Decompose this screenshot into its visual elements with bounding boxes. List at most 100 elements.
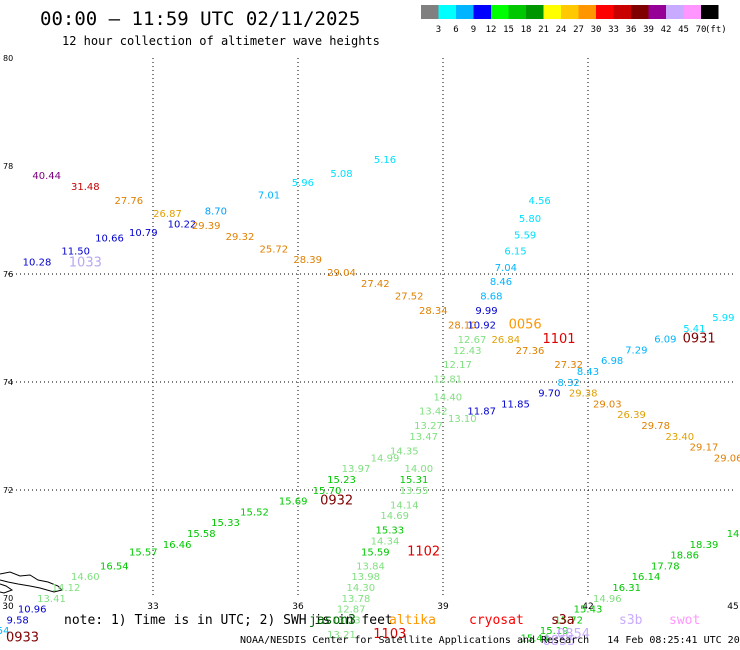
wave-height-value: 17.78 — [651, 561, 680, 572]
wave-height-value: 15.69 — [279, 497, 308, 508]
wave-height-value: 26.84 — [492, 335, 521, 346]
pass-time-label: 0932 — [320, 494, 353, 509]
wave-height-value: 5.99 — [712, 313, 734, 324]
wave-height-value: 27.52 — [395, 291, 424, 302]
wave-height-value: 26.39 — [617, 410, 646, 421]
footnote: note: 1) Time is in UTC; 2) SWH is in fe… — [64, 613, 393, 628]
pass-time-label: 1033 — [69, 255, 102, 270]
wave-height-value: 9.58 — [7, 615, 29, 626]
wave-height-value: 16.31 — [612, 583, 641, 594]
satellite-legend-cryosat: cryosat — [469, 613, 524, 628]
wave-height-value: 9.70 — [538, 389, 560, 400]
wave-height-value: 16.54 — [100, 561, 129, 572]
wave-height-value: 29.17 — [690, 443, 719, 454]
wave-height-value: 12.43 — [453, 346, 482, 357]
satellite-legend-jason3: jason3 — [309, 613, 356, 628]
satellite-legend-s3a: s3a — [551, 613, 574, 628]
wave-height-value: 23.40 — [666, 432, 695, 443]
wave-height-value: 28.34 — [419, 306, 448, 317]
coastline — [0, 584, 12, 593]
wave-height-value: 6.15 — [504, 247, 526, 258]
longitude-label: 39 — [437, 602, 449, 612]
wave-height-value: 14.40 — [434, 392, 463, 403]
wave-height-value: 28.10 — [448, 321, 477, 332]
wave-height-value: 7.04 — [495, 263, 517, 274]
wave-height-value: 14.30 — [347, 583, 376, 594]
wave-height-value: 13.84 — [356, 561, 385, 572]
wave-height-value: 8.70 — [205, 207, 227, 218]
wave-height-value: 5.96 — [292, 178, 314, 189]
wave-height-value: 6.09 — [654, 335, 676, 346]
wave-height-value: 9.99 — [475, 306, 497, 317]
wave-height-value: 8.68 — [480, 291, 502, 302]
pass-time-label: 0933 — [6, 631, 39, 646]
wave-height-value: 14.00 — [405, 464, 434, 475]
timestamp-text: 14 Feb 08:25:41 UTC 2025 — [607, 635, 740, 646]
wave-height-value: 5.80 — [519, 214, 541, 225]
wave-height-value: 29.78 — [641, 421, 670, 432]
wave-height-value: 15.59 — [361, 547, 390, 558]
wave-height-value: 15.23 — [327, 475, 356, 486]
wave-height-value: 40.44 — [32, 171, 61, 182]
latitude-label: 80 — [3, 54, 13, 63]
wave-height-value: 16.46 — [163, 540, 192, 551]
wave-height-value: 29.06 — [714, 453, 740, 464]
wave-height-value: 5.59 — [514, 230, 536, 241]
wave-height-value: 16.14 — [632, 572, 661, 583]
wave-height-value: 29.04 — [327, 268, 356, 279]
wave-height-value: 15.43 — [574, 605, 603, 616]
wave-height-value: 13.55 — [400, 486, 429, 497]
wave-height-value: 5.16 — [374, 155, 396, 166]
wave-height-value: 26.87 — [153, 209, 182, 220]
wave-height-value: 7.01 — [258, 190, 280, 201]
wave-height-value: 15.31 — [400, 475, 429, 486]
wave-height-value: 10.96 — [18, 605, 47, 616]
wave-height-value: 13.41 — [37, 594, 66, 605]
satellite-legend-swot: swot — [669, 613, 700, 628]
wave-height-value: 13.47 — [409, 432, 438, 443]
wave-height-value: 10.79 — [129, 228, 158, 239]
wave-height-value: 11.85 — [501, 399, 530, 410]
pass-time-label: 0931 — [683, 332, 716, 347]
wave-height-value: 14.14 — [390, 500, 419, 511]
latitude-label: 74 — [3, 378, 13, 387]
wave-height-value: 15.58 — [187, 529, 216, 540]
wave-height-value: 28.39 — [293, 255, 322, 266]
wave-height-value: 14.12 — [52, 583, 81, 594]
wave-height-value: 27.36 — [516, 346, 545, 357]
wave-height-value: 6.98 — [601, 356, 623, 367]
wave-height-value: 10.28 — [23, 257, 52, 268]
wave-height-value: 5.08 — [330, 169, 352, 180]
credit-line: NOAA/NESDIS Center for Satellite Applica… — [240, 635, 740, 646]
wave-height-value: 13.78 — [342, 594, 371, 605]
wave-height-value: 15.57 — [129, 547, 158, 558]
wave-height-value: 10.66 — [95, 234, 124, 245]
wave-height-value: 14.69 — [380, 511, 409, 522]
wave-height-value: 13.98 — [351, 572, 380, 583]
longitude-label: 45 — [727, 602, 738, 612]
credit-text: NOAA/NESDIS Center for Satellite Applica… — [240, 635, 589, 646]
pass-time-label: 1102 — [407, 544, 440, 559]
latitude-label: 76 — [3, 270, 13, 279]
wave-height-value: 13.27 — [414, 421, 443, 432]
wave-height-value: 29.03 — [593, 399, 622, 410]
wave-height-value: 12.81 — [434, 375, 463, 386]
wave-height-value: 27.42 — [361, 279, 390, 290]
wave-height-value: 12.17 — [443, 360, 472, 371]
wave-height-value: 14.60 — [71, 572, 100, 583]
wave-height-value: 25.72 — [260, 244, 289, 255]
longitude-label: 33 — [147, 602, 158, 612]
wave-height-value: 15.33 — [376, 526, 405, 537]
wave-height-value: 27.76 — [115, 196, 144, 207]
wave-height-value: 14.99 — [371, 453, 400, 464]
wave-height-value: 13.42 — [419, 406, 448, 417]
wave-height-value: 14.7 — [727, 529, 740, 540]
wave-height-value: 31.48 — [71, 182, 100, 193]
wave-height-value: 8.43 — [577, 367, 599, 378]
wave-height-value: 11.87 — [467, 406, 496, 417]
wave-height-value: 15.33 — [211, 518, 240, 529]
wave-height-value: 29.39 — [192, 221, 221, 232]
satellite-legend-s3b: s3b — [619, 613, 642, 628]
wave-height-value: 12.67 — [458, 335, 487, 346]
